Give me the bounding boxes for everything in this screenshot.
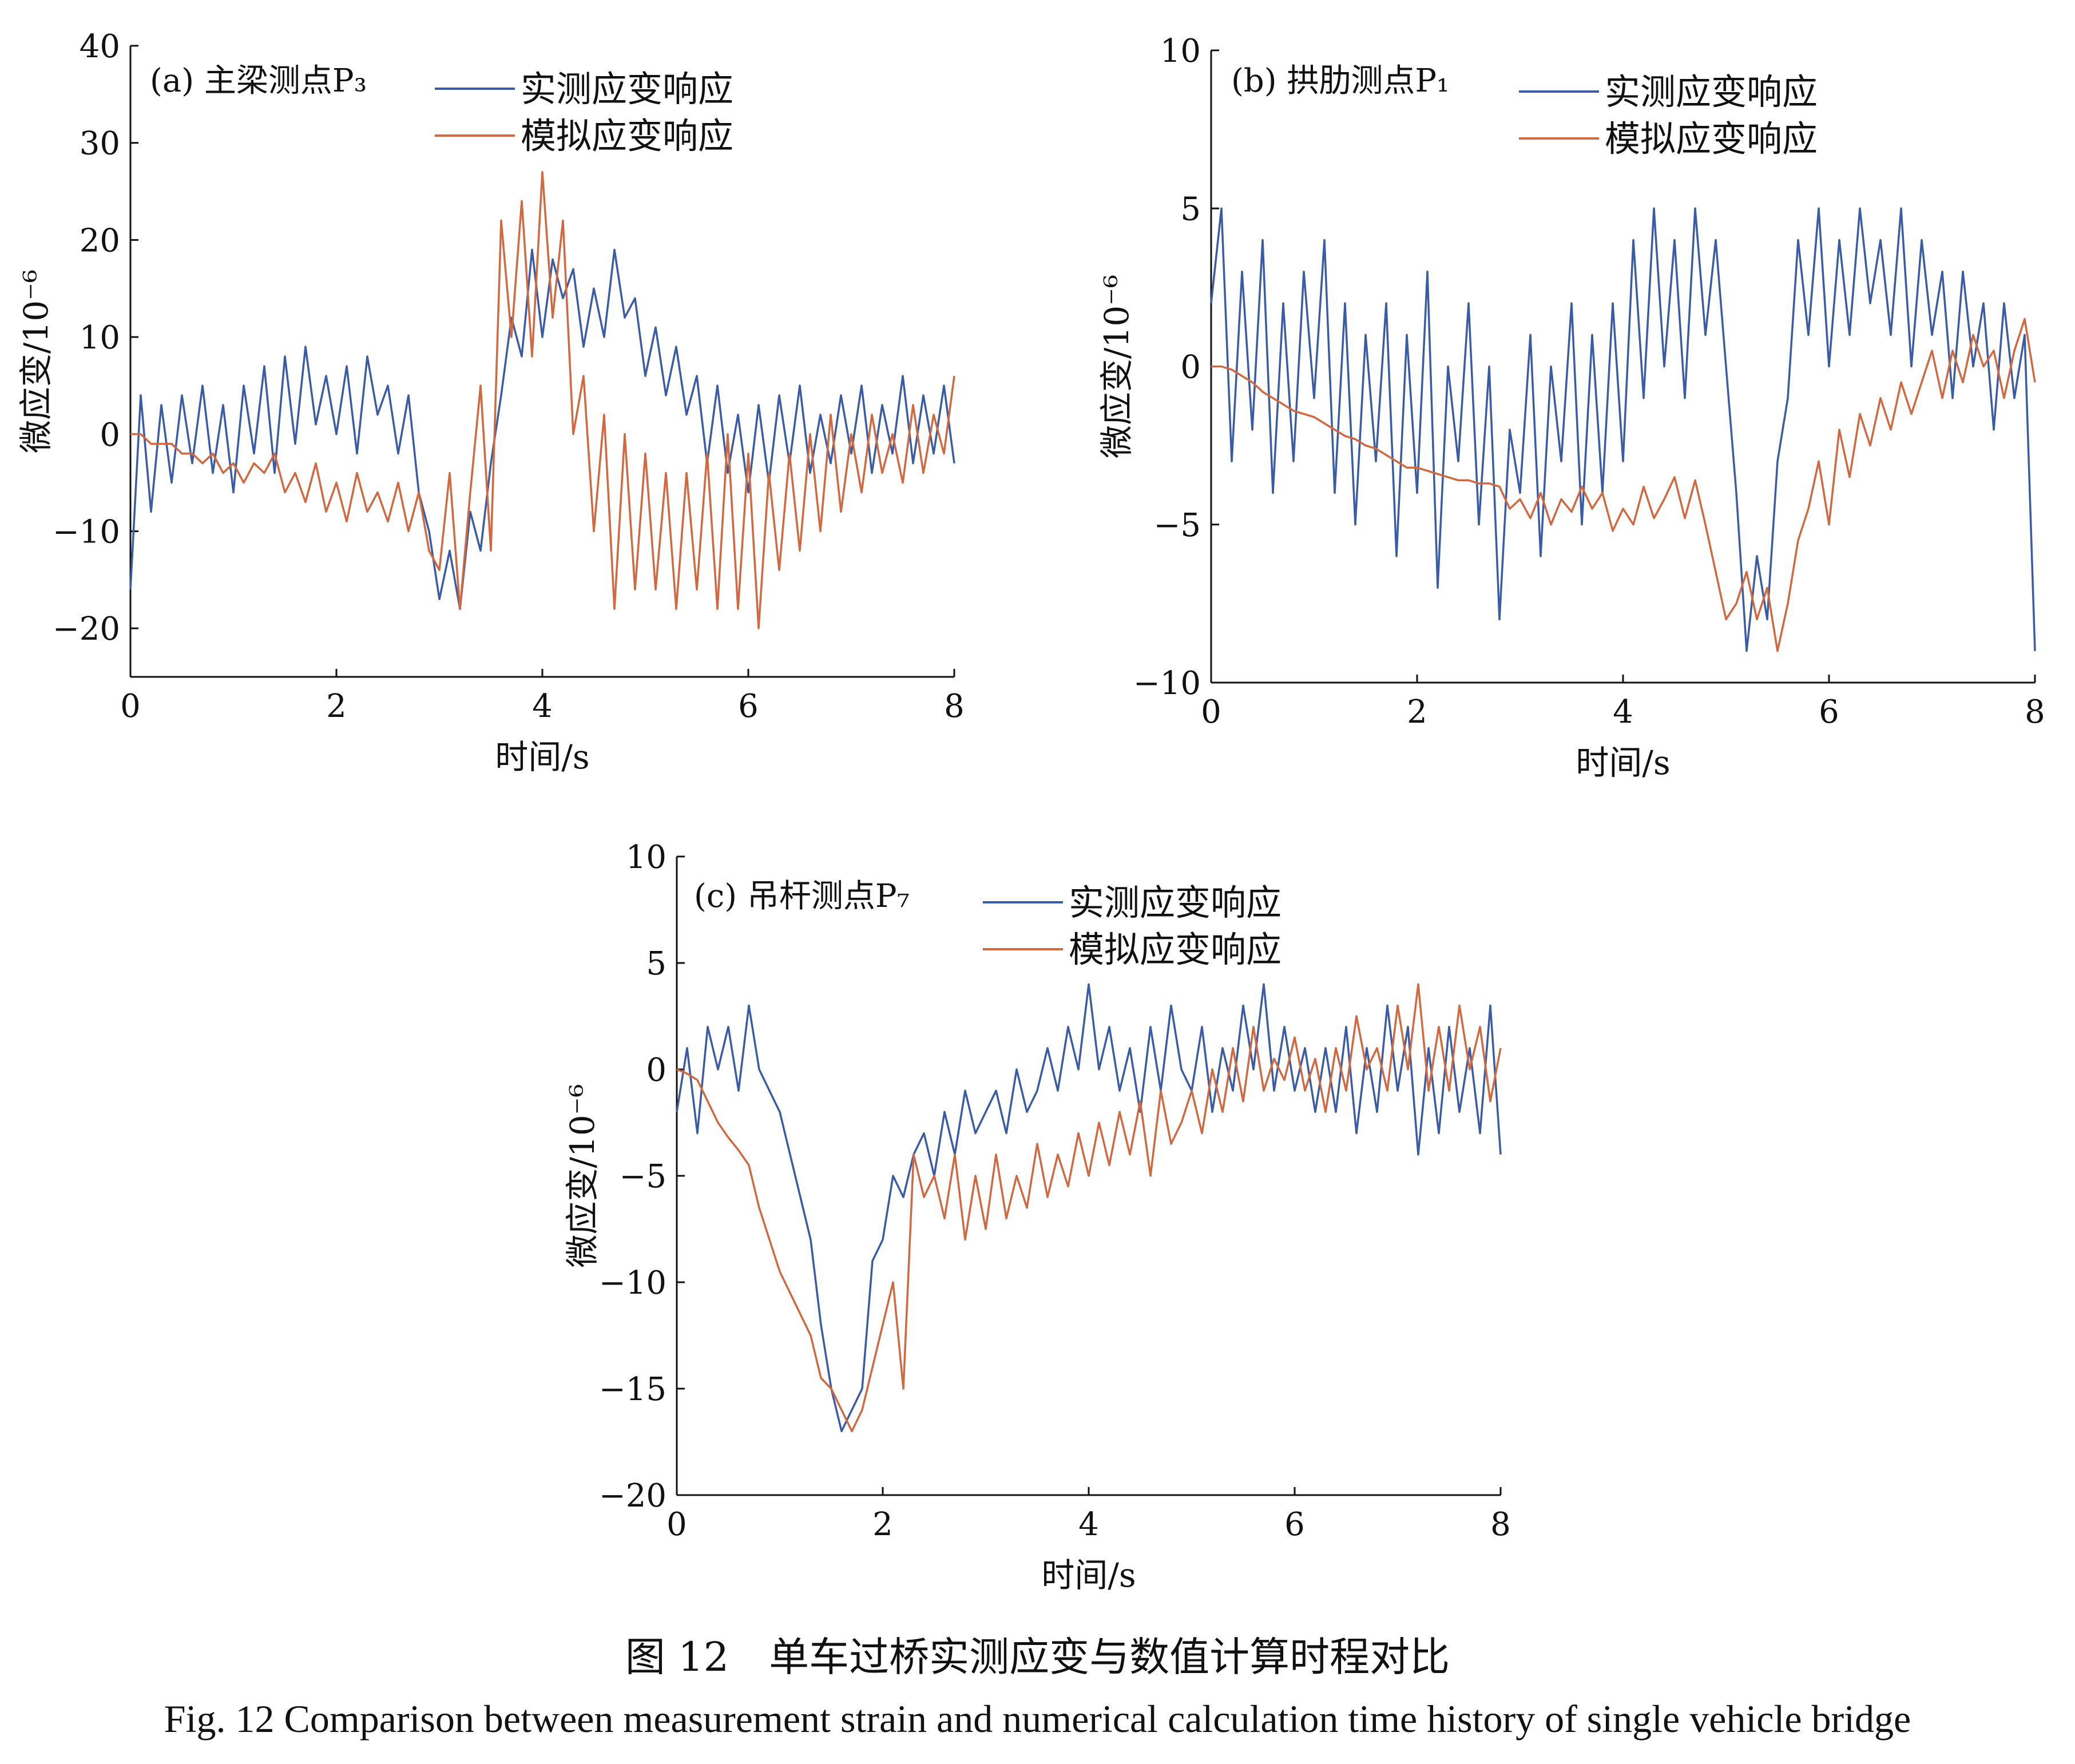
simulated-series-line xyxy=(130,171,955,629)
panel-c: −20 −15 −10 −5 0 5 10 0 2 4 6 8 时间/s 微应变/10⁻⁶ (c) 吊杆测点… xyxy=(563,839,1511,1595)
measured-series-line xyxy=(129,248,955,610)
legend-label: 模拟应变响应 xyxy=(1605,118,1818,160)
y-tick-label: 10 xyxy=(80,319,120,356)
figure-caption-chinese: 图 12 单车过桥实测应变与数值计算时程对比 xyxy=(625,1634,1450,1680)
x-tick-label: 4 xyxy=(1613,693,1633,731)
y-tick-label: 0 xyxy=(646,1052,666,1089)
y-tick-label: 0 xyxy=(100,417,120,454)
y-tick-label: 10 xyxy=(626,839,666,876)
y-tick-label: −10 xyxy=(1133,665,1201,702)
legend-label: 实测应变响应 xyxy=(1069,882,1281,923)
measured-series-line xyxy=(676,983,1502,1433)
y-tick-label: 5 xyxy=(646,945,666,982)
y-tick-label: 40 xyxy=(80,28,120,65)
panel-title: (b) 拱肋测点P₁ xyxy=(1231,62,1449,100)
x-tick-label: 2 xyxy=(1407,693,1427,731)
legend-label: 实测应变响应 xyxy=(1605,71,1818,113)
legend-label: 模拟应变响应 xyxy=(1069,929,1281,970)
y-axis-label: 微应变/10⁻⁶ xyxy=(17,269,55,453)
y-tick-label: 20 xyxy=(80,222,120,259)
x-axis-label: 时间/s xyxy=(495,738,589,776)
y-tick-label: −15 xyxy=(599,1371,666,1408)
panel-title: (a) 主梁测点P₃ xyxy=(150,62,367,100)
x-tick-label: 6 xyxy=(1284,1506,1305,1543)
x-tick-label: 8 xyxy=(944,688,965,725)
x-tick-label: 0 xyxy=(666,1506,687,1543)
x-tick-label: 0 xyxy=(1201,693,1221,731)
simulated-series-line xyxy=(1211,318,2036,652)
x-tick-label: 4 xyxy=(532,688,553,725)
panel-title: (c) 吊杆测点P₇ xyxy=(694,878,910,915)
y-tick-label: −5 xyxy=(1153,507,1201,544)
y-tick-label: 5 xyxy=(1180,191,1201,228)
x-tick-label: 4 xyxy=(1078,1506,1099,1543)
y-tick-label: 30 xyxy=(80,125,120,162)
x-tick-label: 2 xyxy=(326,688,347,725)
measured-series-line xyxy=(1210,207,2036,652)
simulated-series-line xyxy=(676,983,1502,1433)
x-tick-label: 6 xyxy=(1819,693,1839,731)
panel-b: −10 −5 0 5 10 0 2 4 6 8 时间/s 微应变/10⁻⁶ (b) 拱肋测点P₁ 实测应变… xyxy=(1097,33,2045,782)
figure-caption-english: Fig. 12 Comparison between measurement s… xyxy=(164,1697,1911,1741)
y-tick-label: −20 xyxy=(599,1477,666,1515)
x-tick-label: 6 xyxy=(738,688,759,725)
y-tick-label: 0 xyxy=(1180,349,1201,386)
y-axis-label: 微应变/10⁻⁶ xyxy=(563,1084,602,1267)
y-tick-label: −20 xyxy=(53,611,120,648)
y-axis-label: 微应变/10⁻⁶ xyxy=(1097,275,1136,458)
legend-label: 模拟应变响应 xyxy=(521,115,733,157)
legend-label: 实测应变响应 xyxy=(521,68,733,110)
x-tick-label: 0 xyxy=(120,688,141,725)
y-tick-label: −5 xyxy=(619,1158,666,1195)
x-tick-label: 8 xyxy=(1490,1506,1511,1543)
panel-a: −20 −10 0 10 20 30 40 0 2 4 6 8 时间/s 微应变/10⁻⁶ (a) 主梁测点… xyxy=(17,28,965,776)
x-axis-label: 时间/s xyxy=(1041,1556,1136,1595)
y-tick-label: −10 xyxy=(53,513,120,550)
x-tick-label: 2 xyxy=(872,1506,893,1543)
y-tick-label: −10 xyxy=(599,1264,666,1302)
y-tick-label: 10 xyxy=(1160,33,1201,70)
x-tick-label: 8 xyxy=(2025,693,2045,731)
x-axis-label: 时间/s xyxy=(1576,743,1670,782)
